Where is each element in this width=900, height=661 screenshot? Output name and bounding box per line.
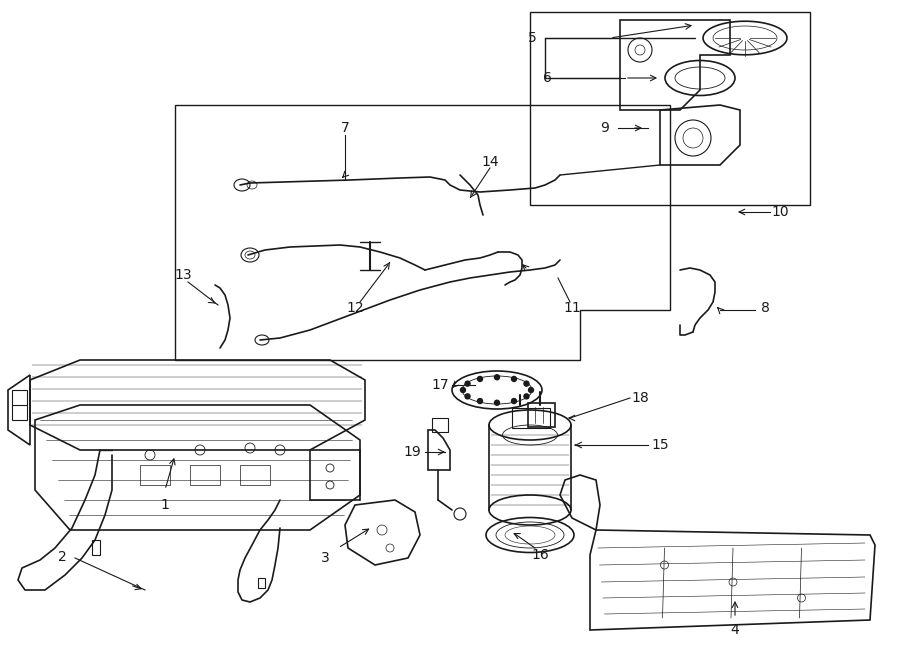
Text: 15: 15 — [652, 438, 669, 452]
Text: 8: 8 — [760, 301, 770, 315]
Text: 18: 18 — [631, 391, 649, 405]
Text: 14: 14 — [482, 155, 499, 169]
Circle shape — [494, 375, 500, 380]
Circle shape — [524, 381, 529, 386]
Text: 2: 2 — [58, 550, 67, 564]
Bar — [240, 465, 270, 485]
Text: 12: 12 — [346, 301, 364, 315]
Text: 6: 6 — [543, 71, 552, 85]
Text: 16: 16 — [531, 548, 549, 562]
Text: 5: 5 — [527, 31, 536, 45]
Circle shape — [465, 381, 470, 386]
Text: 7: 7 — [340, 121, 349, 135]
Text: 9: 9 — [600, 121, 609, 135]
Text: 13: 13 — [175, 268, 192, 282]
Text: 11: 11 — [563, 301, 580, 315]
Circle shape — [511, 377, 517, 381]
Circle shape — [461, 387, 465, 393]
Text: 10: 10 — [771, 205, 788, 219]
Circle shape — [528, 387, 534, 393]
Circle shape — [524, 394, 529, 399]
Circle shape — [478, 399, 482, 404]
Circle shape — [511, 399, 517, 404]
Bar — [140, 465, 170, 485]
Text: 3: 3 — [320, 551, 329, 565]
Bar — [12, 390, 27, 420]
Text: 17: 17 — [431, 378, 449, 392]
Text: 4: 4 — [731, 623, 740, 637]
Circle shape — [478, 377, 482, 381]
Text: 1: 1 — [160, 498, 169, 512]
Text: 19: 19 — [403, 445, 421, 459]
Circle shape — [494, 401, 500, 405]
Bar — [190, 465, 220, 485]
Circle shape — [465, 394, 470, 399]
